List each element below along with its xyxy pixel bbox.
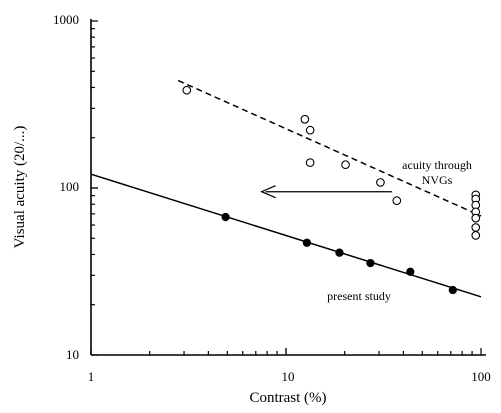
nvg-point	[471, 223, 481, 232]
present-study-point	[335, 248, 344, 257]
present-study-point	[448, 285, 457, 295]
present-study-point	[302, 238, 312, 247]
x-tick-label-2: 100	[471, 369, 491, 384]
arrow-head	[260, 185, 276, 199]
nvg-fit-line	[177, 79, 482, 217]
nvg-point	[376, 178, 385, 187]
x-tick-label-1: 10	[282, 369, 295, 384]
y-axis-title: Visual acuity (20/...)	[12, 126, 28, 249]
axis-ticks	[90, 20, 482, 356]
x-axis-title: Contrast (%)	[249, 390, 326, 406]
y-tick-label-2: 1000	[53, 12, 79, 27]
present-study-fit-line	[90, 173, 482, 298]
annotation-nvg-line-1: acuity through	[402, 158, 472, 172]
annotation-present-study: present study	[327, 289, 391, 303]
nvg-point	[182, 85, 192, 95]
x-tick-label-0: 1	[88, 369, 95, 384]
nvg-point	[392, 196, 402, 205]
nvg-arrow	[260, 185, 393, 199]
nvg-point	[341, 160, 350, 169]
present-study-point	[406, 267, 415, 276]
plot-lines	[90, 79, 482, 298]
present-study-point	[221, 212, 230, 222]
nvg-point	[471, 213, 481, 223]
present-study-point	[366, 258, 375, 268]
nvg-point	[300, 114, 310, 124]
nvg-point	[471, 231, 481, 240]
nvg-point	[305, 125, 315, 135]
nvg-point	[305, 158, 315, 167]
y-tick-label-1: 100	[60, 179, 80, 194]
y-tick-label-0: 10	[66, 347, 79, 362]
annotation-nvg-line-2: NVGs	[422, 173, 453, 187]
plot-points	[182, 85, 481, 295]
